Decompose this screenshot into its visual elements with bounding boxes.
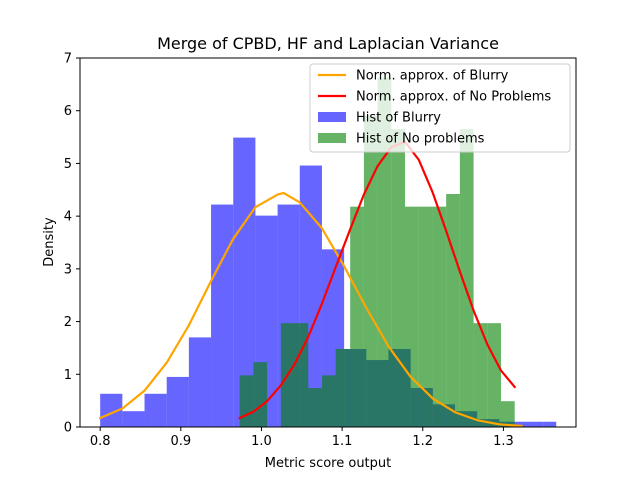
hist-bar-no-problems-17 (473, 323, 488, 427)
x-tick-label-4: 1.2 (412, 434, 433, 449)
plot-frame (79, 57, 577, 428)
x-tick-label-0: 0.8 (90, 434, 111, 449)
x-tick-label-1: 0.9 (170, 434, 191, 449)
hist-bar-no-problems-9 (363, 115, 378, 427)
hist-bar-no-problems-12 (405, 206, 419, 427)
legend-label-3: Hist of No problems (356, 132, 485, 147)
y-tick-label-5: 5 (64, 157, 72, 172)
hist-bar-no-problems-15 (446, 194, 460, 427)
y-tick-label-3: 3 (64, 262, 72, 277)
normal-curves (98, 140, 523, 428)
hist-bar-no-problems-10 (377, 77, 392, 428)
hist-bar-no-problems-1 (253, 362, 268, 427)
legend-label-2: Hist of Blurry (356, 111, 441, 126)
hist-bar-blurry-1 (122, 411, 145, 427)
x-tick-label-5: 1.3 (493, 434, 514, 449)
y-tick-label-1: 1 (64, 368, 72, 383)
hist-bar-blurry-19 (521, 421, 544, 427)
legend-label-0: Norm. approx. of Blurry (356, 69, 509, 84)
hist-bar-no-problems-8 (350, 206, 364, 427)
normal-curve-no-problems (238, 140, 517, 420)
hist-bar-no-problems-5 (308, 387, 322, 427)
y-tick-label-0: 0 (64, 421, 72, 436)
chart-title: Merge of CPBD, HF and Laplacian Variance (157, 34, 499, 53)
legend-patch-swatch-2 (318, 112, 346, 122)
x-tick-label-2: 1.0 (251, 434, 272, 449)
hist-bar-blurry-6 (233, 137, 256, 427)
hist-bar-no-problems-16 (459, 129, 474, 427)
hist-bar-blurry-20 (543, 421, 557, 427)
hist-bar-blurry-0 (100, 393, 123, 427)
hist-bar-no-problems-18 (487, 323, 501, 427)
x-axis-label: Metric score output (265, 456, 392, 471)
histogram-bars (100, 77, 557, 428)
x-axis-ticks: 0.8 0.9 1.0 1.1 1.2 1.3 (90, 427, 514, 449)
hist-bar-no-problems-19 (500, 401, 515, 427)
hist-bar-no-problems-11 (391, 129, 406, 427)
hist-bar-blurry-4 (188, 337, 212, 427)
hist-bar-no-problems-0 (239, 375, 254, 427)
normal-curve-blurry (98, 191, 523, 428)
x-tick-label-3: 1.1 (332, 434, 353, 449)
legend: Norm. approx. of Blurry Norm. approx. of … (309, 63, 571, 153)
legend-label-1: Norm. approx. of No Problems (356, 90, 551, 105)
hist-bar-no-problems-13 (418, 206, 433, 427)
y-tick-label-4: 4 (64, 210, 72, 225)
y-tick-label-6: 6 (64, 104, 72, 119)
legend-patch-swatch-3 (318, 133, 346, 143)
hist-bar-blurry-2 (144, 393, 167, 427)
y-tick-label-7: 7 (64, 52, 72, 67)
y-tick-label-2: 2 (64, 315, 72, 330)
hist-bar-no-problems-4 (294, 323, 309, 427)
hist-bar-no-problems-7 (335, 348, 351, 427)
hist-bar-no-problems-14 (432, 206, 447, 427)
y-axis-label: Density (42, 217, 57, 267)
hist-bar-blurry-5 (211, 204, 234, 427)
legend-frame (309, 63, 571, 153)
y-axis-ticks: 0 1 2 3 4 5 6 7 (64, 52, 80, 436)
hist-bar-no-problems-6 (321, 375, 336, 427)
hist-bar-blurry-3 (166, 376, 189, 427)
